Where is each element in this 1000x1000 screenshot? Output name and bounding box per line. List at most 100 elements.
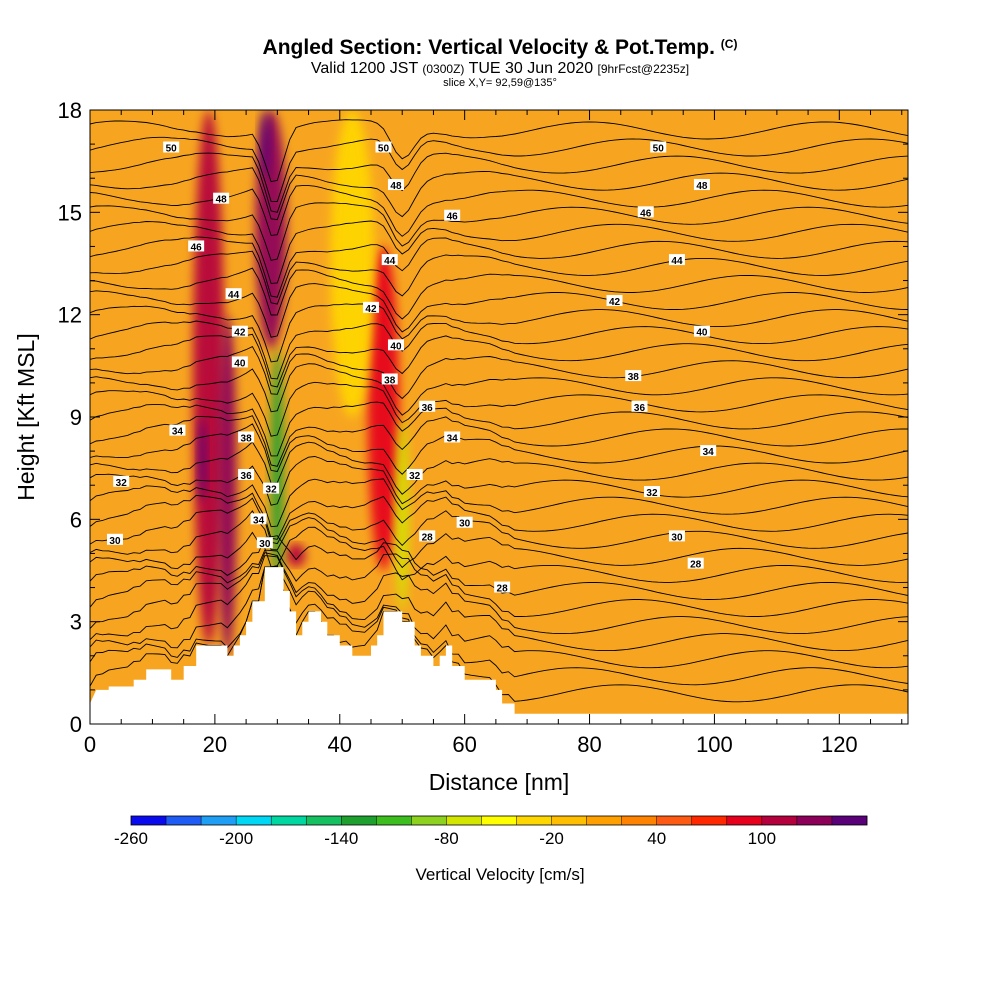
contour-label: 36 xyxy=(422,403,434,414)
theta-contour-line xyxy=(90,401,908,457)
contour-label: 46 xyxy=(447,212,459,223)
contour-label: 46 xyxy=(640,208,652,219)
velocity-cell-downdraft xyxy=(395,417,409,612)
colorbar-frame xyxy=(130,815,868,826)
velocity-cell-downdraft xyxy=(271,348,284,588)
contour-label: 46 xyxy=(191,242,203,253)
title-main: Angled Section: Vertical Velocity & Pot.… xyxy=(262,36,715,59)
contour-label-box xyxy=(419,530,436,542)
y-tick-label: 3 xyxy=(70,610,82,635)
contour-label-box xyxy=(456,516,473,528)
contour-label: 34 xyxy=(447,433,459,444)
colorbar-tick-label: -80 xyxy=(434,829,459,848)
contour-label: 44 xyxy=(671,256,683,267)
velocity-cell-downdraft xyxy=(330,110,375,417)
colorbar-tick-label: 100 xyxy=(748,829,776,848)
contour-label-box xyxy=(231,356,248,368)
contour-label-box xyxy=(637,206,654,218)
theta-contour-line xyxy=(90,381,908,437)
theta-contour-line xyxy=(90,552,908,635)
colorbar-tick-label: -200 xyxy=(219,829,253,848)
colorbar-tick-label: -260 xyxy=(114,829,148,848)
contour-label-box xyxy=(169,424,186,436)
y-tick-label: 9 xyxy=(70,405,82,430)
contour-label-box xyxy=(387,179,404,191)
contour-label-box xyxy=(256,537,273,549)
colorbar-tick-label: -140 xyxy=(324,829,358,848)
theta-contour-line xyxy=(90,136,908,202)
theta-contour-line xyxy=(90,497,908,549)
velocity-cell-updraft-core xyxy=(260,110,270,179)
x-tick-label: 0 xyxy=(84,732,96,757)
contour-label-box xyxy=(188,240,205,252)
x-tick-label: 120 xyxy=(821,732,858,757)
contour-label-box xyxy=(231,325,248,337)
contour-label: 32 xyxy=(266,485,278,496)
x-tick-label: 40 xyxy=(328,732,352,757)
theta-contour-line xyxy=(90,526,908,583)
contour-label-box xyxy=(419,400,436,412)
terrain xyxy=(90,567,908,724)
contour-label: 30 xyxy=(671,532,683,543)
colorbar-title: Vertical Velocity [cm/s] xyxy=(415,865,584,884)
contour-label: 36 xyxy=(634,403,646,414)
colorbar-swatch xyxy=(236,816,272,825)
contour-label: 32 xyxy=(646,488,658,499)
contour-label-box xyxy=(250,513,267,525)
contour-label-box xyxy=(225,288,242,300)
colorbar-swatch xyxy=(516,816,552,825)
theta-contour-line xyxy=(90,441,908,495)
contour-label: 38 xyxy=(628,372,640,383)
title-tag: (C) xyxy=(720,37,738,51)
theta-contour-line xyxy=(90,555,908,652)
colorbar-swatch xyxy=(271,816,307,825)
contour-label-box xyxy=(668,254,685,266)
contour-label: 42 xyxy=(609,297,621,308)
colorbar-swatch xyxy=(376,816,412,825)
chart-title: Angled Section: Vertical Velocity & Pot.… xyxy=(0,36,1000,60)
theta-contour-line xyxy=(90,565,908,669)
colorbar-swatch xyxy=(166,816,202,825)
plot-area: 50 50 50 48 48 48 46 46 46 44 44 44 42 42 42 40 40 40 38 38… xyxy=(90,110,908,724)
theta-contour-line xyxy=(90,346,908,400)
contour-label: 48 xyxy=(390,181,402,192)
contour-label-box xyxy=(406,468,423,480)
theta-contour-line xyxy=(90,152,908,213)
contour-label-box xyxy=(643,486,660,498)
x-axis-title: Distance [nm] xyxy=(429,769,570,795)
colorbar-swatch xyxy=(761,816,798,825)
contour-label: 30 xyxy=(109,536,121,547)
velocity-cell-updraft xyxy=(218,314,237,656)
contour-label-box xyxy=(375,141,392,153)
contour-label: 28 xyxy=(690,560,702,571)
velocity-cell-updraft xyxy=(286,543,306,568)
theta-contour-line xyxy=(90,415,908,467)
forecast-info: [9hrFcst@2235z] xyxy=(597,62,690,76)
x-tick-label: 60 xyxy=(452,732,476,757)
valid-utc: (0300Z) xyxy=(422,62,465,76)
colorbar-tick-label: -20 xyxy=(539,829,564,848)
velocity-cell-updraft xyxy=(367,246,400,571)
x-tick-label: 100 xyxy=(696,732,733,757)
contour-label-box xyxy=(163,141,180,153)
theta-contour-line xyxy=(90,549,908,617)
theta-contour-line xyxy=(90,363,908,416)
theta-contour-line xyxy=(90,303,908,363)
contour-labels: 50 50 50 48 48 48 46 46 46 44 44 44 42 42 42 40 40 40 38 38… xyxy=(106,141,717,595)
valid-prefix: Valid 1200 JST xyxy=(310,60,418,77)
contour-label-box xyxy=(693,325,710,337)
slice-info: slice X,Y= 92,59@135° xyxy=(443,77,557,89)
theta-contour-line xyxy=(90,492,908,540)
theta-contour-line xyxy=(90,267,908,320)
colorbar-swatch xyxy=(691,816,728,825)
contour-label-box xyxy=(687,557,704,569)
contour-label-box xyxy=(387,339,404,351)
contour-label: 28 xyxy=(422,532,434,543)
contour-label: 48 xyxy=(696,181,708,192)
contour-label: 42 xyxy=(234,328,246,339)
contour-label: 40 xyxy=(390,341,402,352)
y-tick-label: 18 xyxy=(58,98,82,123)
contour-label: 44 xyxy=(384,256,396,267)
x-tick-label: 20 xyxy=(203,732,227,757)
